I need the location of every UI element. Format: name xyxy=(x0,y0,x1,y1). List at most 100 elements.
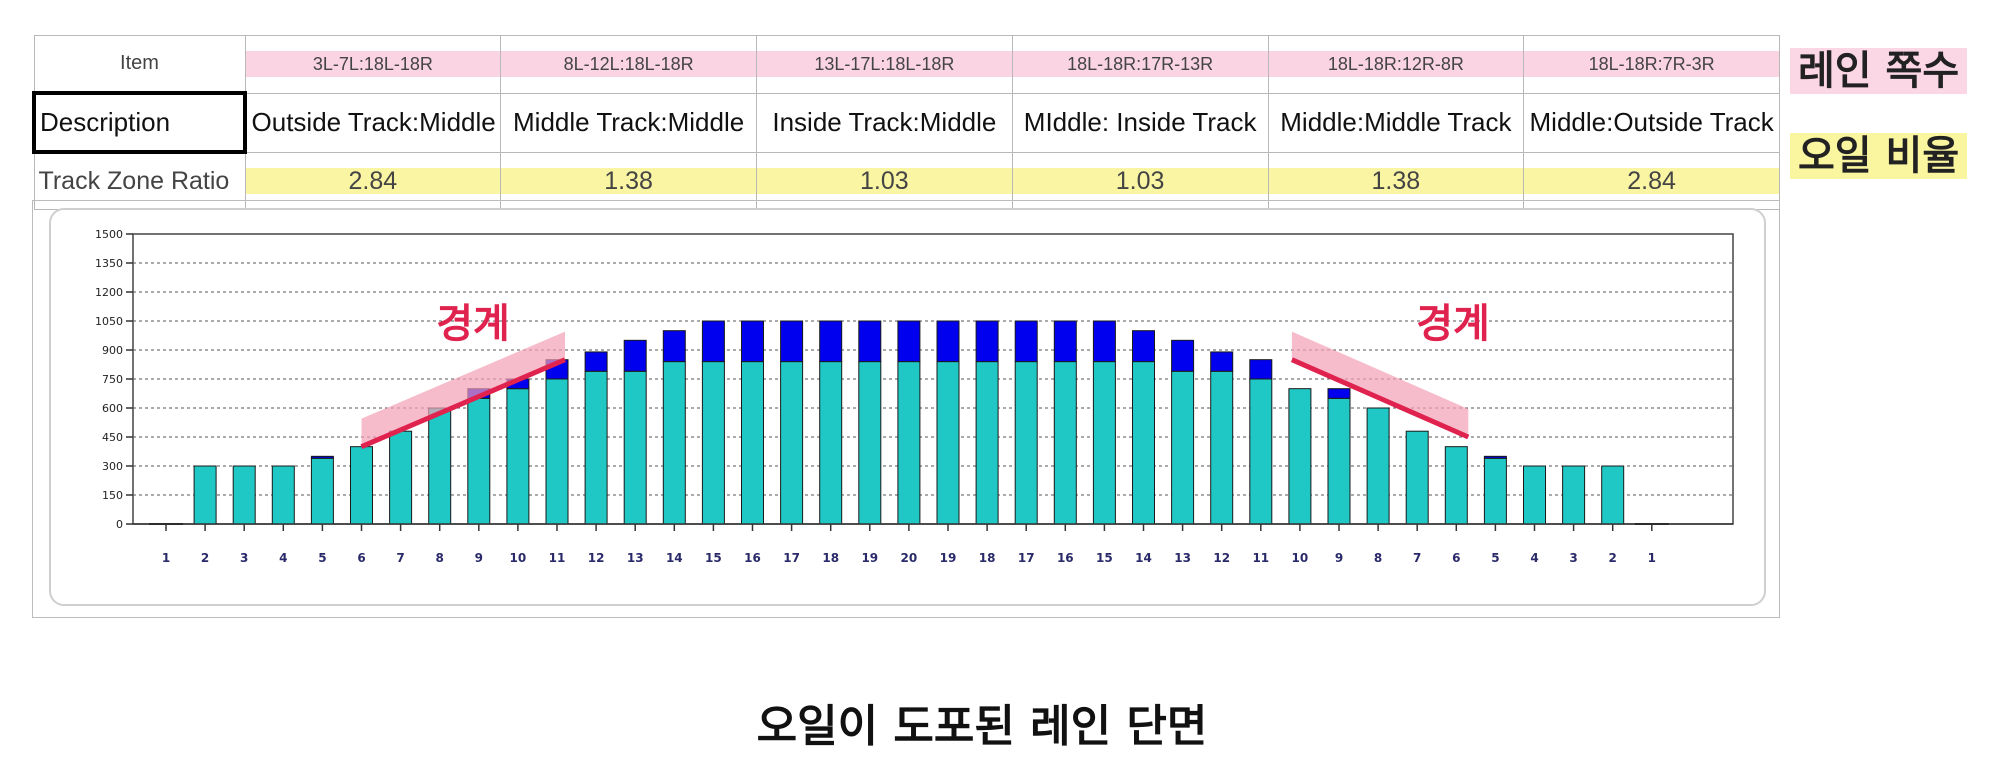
y-tick-label: 150 xyxy=(102,489,123,502)
bar-base xyxy=(975,361,999,525)
x-tick-label: 19 xyxy=(861,551,878,565)
item-cell: 18L-18R:12R-8R xyxy=(1267,35,1525,94)
bar-base xyxy=(1249,378,1273,525)
bar-base xyxy=(389,430,413,525)
bar-top xyxy=(1053,320,1077,363)
item-value: 18L-18R:17R-13R xyxy=(1013,51,1268,78)
x-tick-label: 2 xyxy=(1609,551,1617,565)
description-cell: Middle Track:Middle xyxy=(500,92,757,153)
ratio-value: 2.84 xyxy=(1524,167,1779,194)
bar-top xyxy=(584,351,608,372)
bar-top xyxy=(975,320,999,363)
x-tick-label: 3 xyxy=(240,551,248,565)
bar-base xyxy=(662,361,686,525)
x-tick-label: 14 xyxy=(666,551,683,565)
bar-top xyxy=(623,339,647,372)
x-tick-label: 16 xyxy=(744,551,761,565)
x-tick-label: 20 xyxy=(901,551,918,565)
x-tick-label: 5 xyxy=(318,551,326,565)
bar-base xyxy=(1444,446,1468,525)
ratio-cell: 2.84 xyxy=(244,151,502,210)
y-tick-label: 1050 xyxy=(95,315,123,328)
item-value: 18L-18R:12R-8R xyxy=(1268,51,1523,78)
description-cell: Middle:Outside Track xyxy=(1523,92,1780,153)
x-tick-label: 16 xyxy=(1057,551,1074,565)
bar-top xyxy=(1132,330,1155,363)
bar-base xyxy=(271,465,295,525)
bar-base xyxy=(1132,361,1155,525)
bar-base xyxy=(1210,370,1234,525)
y-tick-label: 1350 xyxy=(95,257,123,270)
x-tick-label: 4 xyxy=(1530,551,1538,565)
x-tick-label: 1 xyxy=(1648,551,1656,565)
bar-base xyxy=(780,361,804,525)
bar-base xyxy=(1562,465,1586,525)
bar-base xyxy=(1483,457,1507,525)
item-value: 13L-17L:18L-18R xyxy=(757,51,1012,78)
x-tick-label: 17 xyxy=(1018,551,1035,565)
boundary-line-right xyxy=(1290,357,1470,440)
ratio-value: 2.84 xyxy=(245,167,500,194)
bar-top xyxy=(897,320,921,363)
description-row-label: Description xyxy=(32,91,247,154)
bar-base xyxy=(1092,361,1116,525)
x-tick-label: 12 xyxy=(588,551,605,565)
x-tick-label: 17 xyxy=(783,551,800,565)
bar-top xyxy=(1210,351,1234,372)
oil-ratio-label: 오일 비율 xyxy=(1790,133,1968,179)
x-tick-label: 2 xyxy=(201,551,209,565)
ratio-value: 1.38 xyxy=(501,167,756,194)
x-tick-label: 9 xyxy=(475,551,483,565)
x-tick-label: 9 xyxy=(1335,551,1343,565)
bar-top xyxy=(819,320,843,363)
description-row: Description Outside Track:Middle Middle … xyxy=(32,91,1780,154)
bar-base xyxy=(545,378,569,525)
x-tick-label: 13 xyxy=(627,551,644,565)
bar-base xyxy=(350,446,373,525)
item-cell: 13L-17L:18L-18R xyxy=(756,35,1013,94)
bar-base xyxy=(1171,370,1195,525)
bar-base xyxy=(428,407,452,525)
bar-base xyxy=(1601,465,1625,525)
y-tick-label: 600 xyxy=(102,402,123,415)
y-tick-label: 300 xyxy=(102,460,123,473)
bar-top xyxy=(936,320,960,363)
item-cell: 3L-7L:18L-18R xyxy=(244,35,502,94)
bar-top xyxy=(1092,320,1116,363)
y-tick-label: 750 xyxy=(102,373,123,386)
y-tick-label: 1500 xyxy=(95,228,123,241)
figure-caption: 오일이 도포된 레인 단면 xyxy=(756,701,1208,752)
x-tick-label: 11 xyxy=(1252,551,1269,565)
bar-base xyxy=(936,361,960,525)
x-tick-label: 13 xyxy=(1174,551,1191,565)
x-tick-label: 10 xyxy=(1292,551,1309,565)
bar-top xyxy=(1483,455,1507,459)
bar-base xyxy=(232,465,256,525)
bar-top xyxy=(310,455,334,459)
boundary-annotations: 경계 경계 xyxy=(360,301,1490,449)
x-tick-label: 15 xyxy=(1096,551,1113,565)
x-tick-label: 6 xyxy=(357,551,365,565)
y-tick-label: 900 xyxy=(102,344,123,357)
bar-top xyxy=(741,320,764,363)
x-tick-label: 8 xyxy=(1374,551,1382,565)
ratio-value: 1.38 xyxy=(1268,167,1523,194)
bar-base xyxy=(623,370,647,525)
item-value: 3L-7L:18L-18R xyxy=(245,51,500,78)
x-tick-label: 18 xyxy=(979,551,996,565)
lane-count-label: 레인 쪽수 xyxy=(1790,48,1968,94)
bar-base xyxy=(701,361,725,525)
oil-pattern-chart: 경계 경계 0 150 300 450 600 750 900 1050 1200 1350 1500… xyxy=(49,208,1766,606)
bar-base xyxy=(741,361,764,525)
bar-base xyxy=(193,465,217,525)
boundary-line-left xyxy=(360,357,566,449)
y-tick-label: 1200 xyxy=(95,286,123,299)
description-cell: Outside Track:Middle xyxy=(244,92,502,153)
bar-top xyxy=(858,320,882,363)
bar-base xyxy=(1327,397,1351,525)
bar-top xyxy=(1327,388,1351,399)
bar-base xyxy=(1288,388,1312,525)
description-cell: MIddle: Inside Track xyxy=(1011,92,1269,153)
bar-base xyxy=(467,397,491,525)
x-tick-label: 12 xyxy=(1213,551,1230,565)
